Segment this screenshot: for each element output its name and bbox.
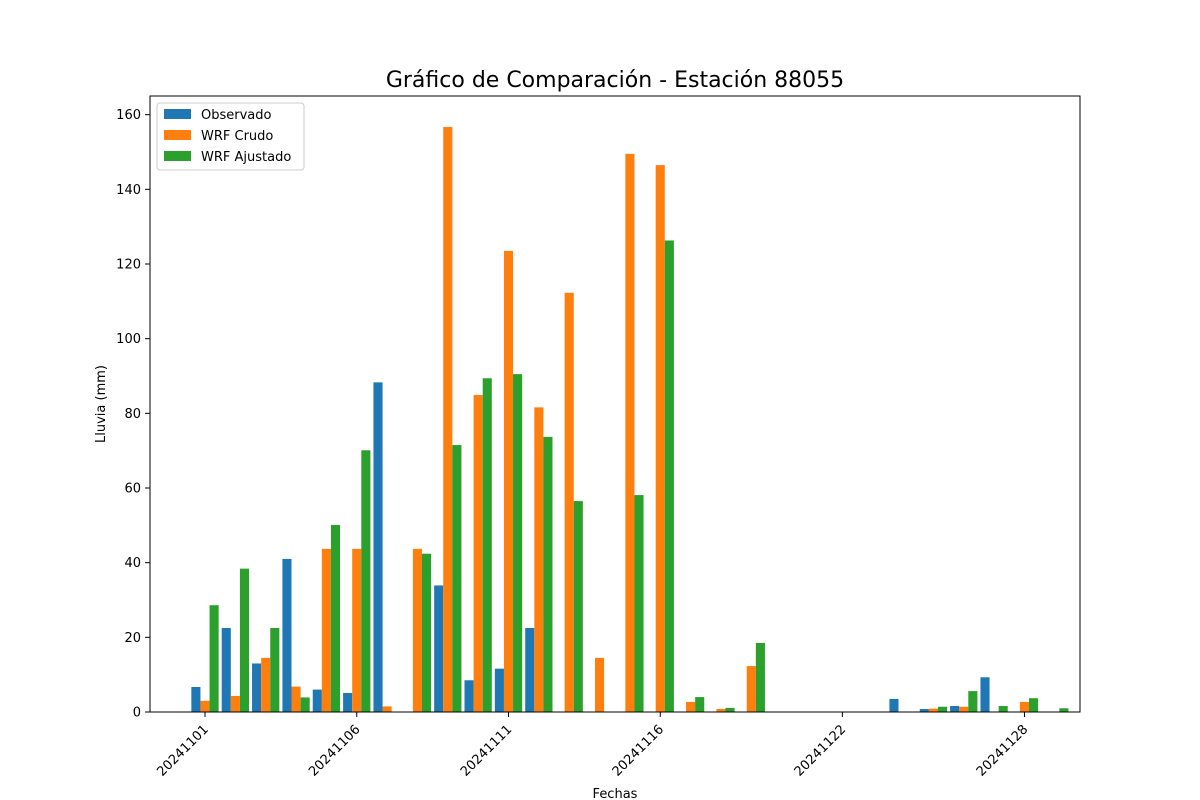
bar-wrf-crudo-20241109 — [443, 126, 453, 713]
bar-wrf-ajustado-20241108 — [422, 553, 432, 712]
bar-observado-20241103 — [252, 663, 262, 712]
bar-observado-20241106 — [343, 692, 353, 712]
plot-area — [150, 96, 1080, 712]
legend-swatch — [164, 151, 191, 161]
bar-wrf-ajustado-20241129 — [1059, 708, 1069, 712]
plot-frame — [149, 95, 1081, 713]
bar-wrf-crudo-20241102 — [230, 695, 240, 712]
bar-wrf-ajustado-20241118 — [725, 707, 735, 712]
bar-wrf-ajustado-20241113 — [573, 501, 583, 712]
bar-wrf-ajustado-20241115 — [634, 495, 644, 712]
bar-observado-20241101 — [191, 686, 201, 712]
bar-wrf-ajustado-20241111 — [513, 374, 523, 712]
bar-wrf-ajustado-20241127 — [998, 706, 1008, 712]
bar-observado-20241111 — [494, 668, 504, 712]
bar-observado-20241107 — [373, 382, 383, 712]
bar-wrf-crudo-20241104 — [291, 686, 301, 712]
bar-observado-20241127 — [980, 677, 990, 712]
bar-wrf-crudo-20241118 — [716, 709, 726, 712]
bar-wrf-crudo-20241128 — [1019, 701, 1029, 712]
x-tick-label: 20241122 — [792, 722, 849, 779]
y-tick-label: 140 — [116, 183, 141, 198]
bar-wrf-ajustado-20241104 — [300, 697, 310, 712]
bar-wrf-crudo-20241107 — [382, 706, 392, 712]
y-tick-label: 160 — [116, 108, 141, 123]
legend-box — [156, 102, 305, 171]
bar-wrf-ajustado-20241119 — [755, 642, 765, 712]
bar-wrf-crudo-20241112 — [534, 407, 544, 712]
bar-observado-20241110 — [464, 680, 474, 712]
x-tick-label: 20241111 — [458, 722, 515, 779]
x-tick-label: 20241116 — [610, 722, 667, 779]
bar-wrf-crudo-20241114 — [595, 657, 605, 712]
bar-observado-20241104 — [282, 558, 292, 712]
bar-wrf-ajustado-20241125 — [937, 706, 948, 712]
bar-observado-20241125 — [919, 709, 929, 712]
bar-wrf-crudo-20241126 — [959, 706, 969, 712]
y-tick-label: 100 — [116, 332, 141, 347]
bar-observado-20241102 — [221, 628, 231, 712]
x-tick-label: 20241128 — [974, 722, 1031, 779]
bar-wrf-ajustado-20241126 — [968, 691, 978, 712]
bar-wrf-ajustado-20241101 — [209, 605, 219, 712]
bar-wrf-crudo-20241111 — [503, 250, 514, 712]
bar-wrf-crudo-20241106 — [352, 548, 362, 712]
y-tick-label: 0 — [133, 706, 141, 721]
bar-observado-20241126 — [950, 706, 960, 712]
x-tick-label: 20241101 — [154, 722, 211, 779]
bar-wrf-ajustado-20241103 — [270, 628, 280, 712]
y-tick-label: 40 — [124, 556, 141, 571]
legend-swatch — [164, 130, 191, 140]
bar-wrf-ajustado-20241116 — [664, 240, 674, 713]
y-axis: 0 20 40 60 80 100 120 140 160 — [116, 108, 150, 721]
bar-wrf-ajustado-20241117 — [695, 697, 705, 712]
y-axis-label: Lluvia (mm) — [94, 365, 109, 443]
bar-wrf-crudo-20241110 — [473, 395, 483, 712]
bar-wrf-crudo-20241105 — [321, 548, 331, 712]
y-tick-label: 120 — [116, 258, 141, 273]
bar-wrf-crudo-20241101 — [200, 700, 210, 712]
y-tick-label: 80 — [124, 407, 141, 422]
bar-wrf-ajustado-20241102 — [239, 568, 249, 712]
x-axis: 20241101 20241106 20241111 20241116 20241122… — [154, 712, 1031, 780]
chart-title: Gráfico de Comparación - Estación 88055 — [386, 68, 844, 93]
bar-wrf-ajustado-20241110 — [482, 378, 492, 712]
legend: Observado WRF Crudo WRF Ajustado — [156, 102, 305, 171]
bar-observado-20241109 — [434, 585, 444, 712]
legend-label: WRF Crudo — [201, 129, 273, 144]
x-tick-label: 20241106 — [306, 722, 363, 779]
bar-wrf-crudo-20241117 — [686, 701, 696, 712]
legend-swatch — [164, 109, 191, 119]
bar-wrf-crudo-20241103 — [261, 657, 271, 712]
x-axis-label: Fechas — [593, 787, 638, 800]
legend-label: Observado — [201, 108, 272, 123]
y-tick-label: 60 — [124, 482, 141, 497]
bar-wrf-crudo-20241125 — [928, 708, 938, 712]
bar-wrf-ajustado-20241105 — [330, 524, 341, 712]
legend-label: WRF Ajustado — [201, 150, 291, 165]
bar-wrf-crudo-20241119 — [746, 666, 756, 712]
bar-wrf-crudo-20241113 — [564, 292, 574, 712]
bars-layer — [191, 126, 1069, 713]
bar-wrf-ajustado-20241106 — [361, 450, 371, 712]
bar-observado-20241124 — [889, 698, 899, 712]
bar-wrf-ajustado-20241128 — [1029, 698, 1039, 712]
bar-wrf-crudo-20241115 — [625, 153, 635, 712]
bar-wrf-ajustado-20241112 — [543, 436, 553, 712]
y-tick-label: 20 — [124, 631, 141, 646]
bar-wrf-crudo-20241116 — [655, 165, 665, 712]
bar-observado-20241112 — [525, 628, 535, 712]
bar-wrf-ajustado-20241109 — [452, 445, 462, 712]
bar-wrf-crudo-20241108 — [412, 548, 422, 712]
bar-observado-20241105 — [312, 689, 322, 712]
